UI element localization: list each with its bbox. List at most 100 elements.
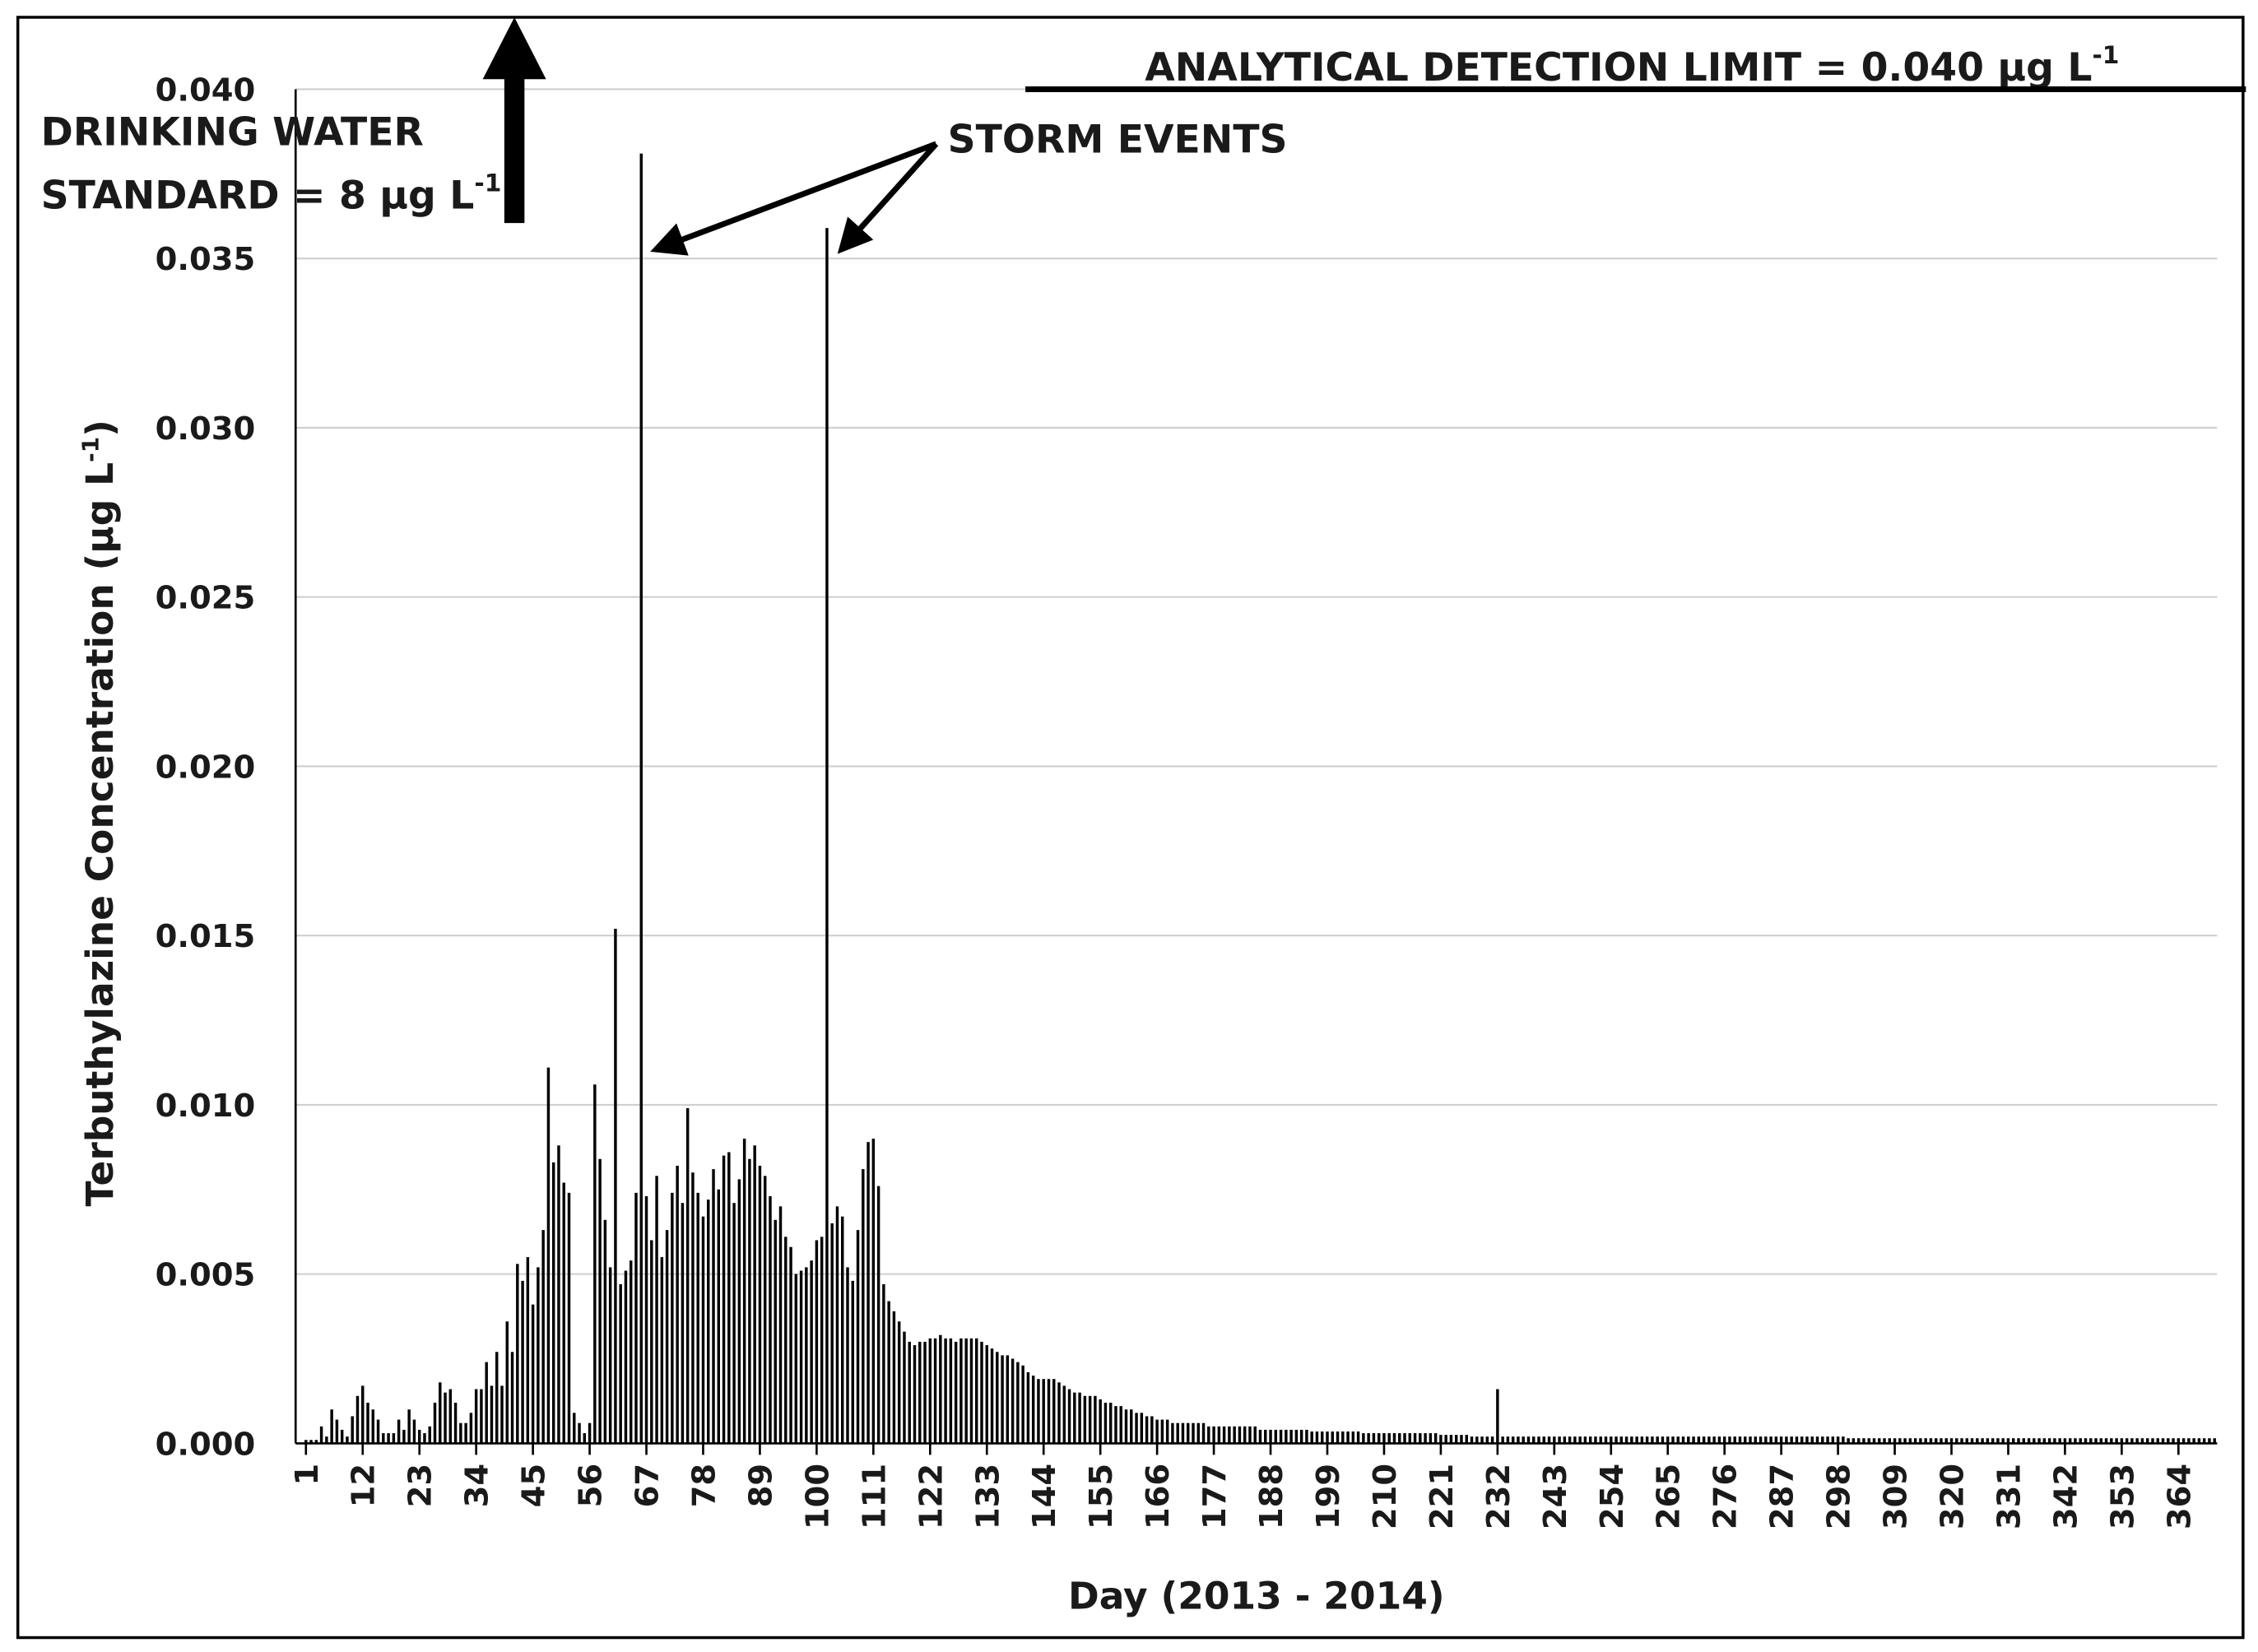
- bar: [1444, 1435, 1447, 1444]
- bar: [2115, 1438, 2118, 1444]
- bar: [526, 1257, 530, 1444]
- bar: [1073, 1392, 1076, 1444]
- bar: [2047, 1438, 2051, 1444]
- bar: [1258, 1429, 1262, 1444]
- x-tick-label: 166: [1140, 1464, 1177, 1529]
- bar: [2202, 1438, 2206, 1444]
- bar: [1001, 1355, 1004, 1444]
- bar: [1419, 1433, 1422, 1444]
- bar: [1299, 1429, 1303, 1444]
- bar: [1052, 1379, 1056, 1444]
- y-tick-label: 0.030: [156, 411, 256, 448]
- bar: [340, 1429, 344, 1444]
- bar: [2208, 1438, 2211, 1444]
- bar: [758, 1165, 762, 1444]
- bar: [1233, 1426, 1236, 1444]
- bar: [444, 1392, 447, 1444]
- bar: [1821, 1436, 1824, 1444]
- y-axis-label-text: Terbuthylazine Concentration (μg L: [78, 462, 122, 1207]
- bar: [619, 1283, 622, 1444]
- bar: [778, 1206, 783, 1444]
- bar: [531, 1304, 535, 1444]
- bar: [1341, 1431, 1345, 1444]
- bar: [830, 1223, 834, 1444]
- bar: [453, 1402, 458, 1444]
- bar: [815, 1240, 819, 1444]
- x-tick-label: 287: [1764, 1464, 1801, 1529]
- grid: [295, 88, 2218, 1445]
- x-axis-label: Day (2013 - 2014): [1068, 1575, 1445, 1618]
- bar: [1067, 1389, 1071, 1444]
- bar: [1526, 1436, 1531, 1444]
- bar: [1006, 1355, 1010, 1444]
- bar: [537, 1267, 540, 1444]
- bar: [1785, 1436, 1788, 1444]
- bar: [1815, 1436, 1819, 1444]
- bar: [351, 1416, 354, 1444]
- x-tick-label: 78: [685, 1464, 722, 1508]
- x-tick-label: 210: [1367, 1464, 1404, 1529]
- bar: [1697, 1436, 1701, 1444]
- bar: [1619, 1436, 1624, 1444]
- bar: [1501, 1436, 1504, 1444]
- bar: [763, 1176, 767, 1444]
- x-tick-label: 298: [1821, 1464, 1858, 1529]
- bar: [1934, 1438, 1938, 1444]
- bar: [887, 1301, 890, 1444]
- bar: [835, 1206, 839, 1444]
- bar: [1970, 1438, 1974, 1444]
- bar: [1253, 1426, 1257, 1444]
- bar: [644, 1195, 648, 1444]
- bar: [1387, 1433, 1391, 1444]
- bar: [1490, 1436, 1494, 1444]
- bar: [1919, 1438, 1922, 1444]
- x-tick-label: 144: [1026, 1464, 1063, 1529]
- bar: [371, 1409, 375, 1444]
- bar: [1119, 1406, 1122, 1444]
- bar: [820, 1237, 824, 1444]
- bar: [2089, 1438, 2093, 1444]
- drinking-water-sup: -1: [474, 169, 501, 198]
- drinking-water-text: STANDARD = 8 μg L: [41, 174, 475, 219]
- bar: [319, 1426, 323, 1444]
- bar: [671, 1192, 674, 1444]
- bar: [933, 1338, 937, 1444]
- bar: [629, 1260, 633, 1444]
- bar: [964, 1338, 968, 1444]
- bar: [1187, 1422, 1190, 1444]
- bar: [748, 1158, 751, 1444]
- x-tick-label: 56: [573, 1464, 610, 1508]
- x-tick-label: 100: [799, 1464, 836, 1529]
- bar: [402, 1429, 406, 1444]
- bar: [1630, 1436, 1633, 1444]
- x-tick-label: 1: [289, 1464, 326, 1486]
- bar: [1289, 1429, 1293, 1444]
- x-tick-label: 155: [1083, 1464, 1120, 1529]
- bar: [1856, 1438, 1861, 1444]
- x-tick-label: 199: [1310, 1464, 1347, 1529]
- bar: [2058, 1438, 2061, 1444]
- bar: [1826, 1436, 1829, 1444]
- bar: [2074, 1438, 2077, 1444]
- bar: [1836, 1436, 1840, 1444]
- bar: [1671, 1436, 1675, 1444]
- bar: [871, 1139, 876, 1444]
- bar: [464, 1422, 467, 1444]
- bar: [2022, 1438, 2025, 1444]
- bar: [614, 928, 617, 1444]
- bar: [1150, 1416, 1154, 1444]
- bar: [1439, 1435, 1443, 1444]
- bar: [1687, 1436, 1690, 1444]
- bar: [583, 1433, 587, 1444]
- x-tick-label: 177: [1196, 1464, 1234, 1529]
- bar: [588, 1422, 592, 1444]
- bar: [1712, 1436, 1716, 1444]
- bar: [1717, 1436, 1721, 1444]
- bar: [959, 1338, 963, 1444]
- bar: [732, 1203, 736, 1444]
- bar: [1722, 1436, 1726, 1444]
- bar: [685, 1108, 690, 1444]
- bar: [1661, 1436, 1665, 1444]
- bar: [485, 1362, 488, 1444]
